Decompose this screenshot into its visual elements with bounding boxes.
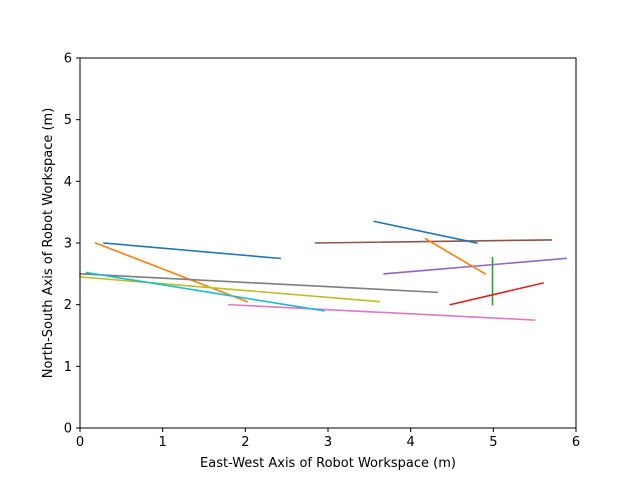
series-line-5 [383, 257, 567, 275]
x-tick-label: 4 [407, 435, 415, 450]
y-tick-label: 0 [64, 422, 72, 437]
series-line-6 [314, 239, 553, 244]
series-line-7 [227, 303, 536, 321]
series-line-11 [373, 220, 478, 244]
x-axis-label: East-West Axis of Robot Workspace (m) [200, 456, 456, 471]
y-tick-label: 3 [64, 237, 72, 252]
series-line-12 [424, 237, 487, 275]
x-tick-label: 6 [572, 435, 580, 450]
series-line-10 [85, 271, 325, 312]
series-line-9 [79, 276, 381, 303]
series-line-2 [94, 241, 249, 303]
y-axis-label: North-South Axis of Robot Workspace (m) [41, 108, 56, 379]
y-tick-label: 1 [64, 360, 72, 375]
x-tick-label: 0 [76, 435, 84, 450]
series-line-8 [79, 272, 438, 294]
y-tick-label: 5 [64, 113, 72, 128]
x-tick-label: 5 [489, 435, 497, 450]
x-tick-label: 1 [159, 435, 167, 450]
series-layer [79, 220, 567, 321]
series-line-4 [449, 282, 544, 306]
y-tick-label: 4 [64, 175, 72, 190]
x-tick-label: 3 [324, 435, 332, 450]
y-tick-label: 2 [64, 298, 72, 313]
series-line-1 [103, 242, 281, 260]
x-tick-label: 2 [241, 435, 249, 450]
y-tick-label: 6 [64, 52, 72, 67]
ticks-layer: 0 1 2 3 4 5 6 0 1 2 3 4 5 6 [64, 52, 580, 451]
